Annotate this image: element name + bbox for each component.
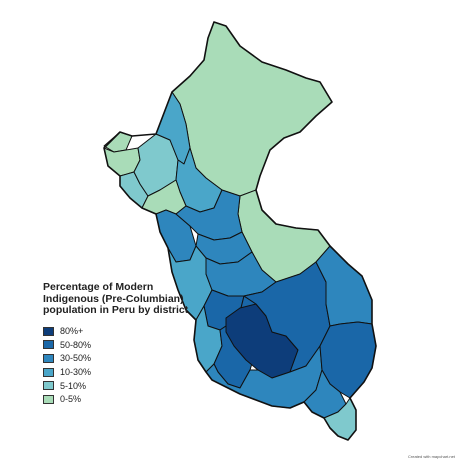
- legend-swatch: [43, 367, 54, 377]
- legend-items: 80%+ 50-80% 30-50% 10-30% 5-10% 0-5%: [43, 325, 243, 407]
- legend-label: 80%+: [60, 326, 84, 337]
- legend-label: 50-80%: [60, 339, 92, 350]
- legend-label: 0-5%: [60, 394, 82, 405]
- legend-item: 50-80%: [43, 338, 243, 352]
- legend-item: 30-50%: [43, 352, 243, 366]
- legend-label: 30-50%: [60, 353, 92, 364]
- map-legend: Percentage of Modern Indigenous (Pre-Col…: [43, 281, 243, 407]
- legend-swatch: [43, 326, 54, 336]
- legend-label: 10-30%: [60, 367, 92, 378]
- legend-item: 10-30%: [43, 365, 243, 379]
- legend-swatch: [43, 353, 54, 363]
- legend-title: Percentage of Modern Indigenous (Pre-Col…: [43, 281, 189, 316]
- legend-item: 0-5%: [43, 392, 243, 406]
- legend-label: 5-10%: [60, 380, 87, 391]
- legend-swatch: [43, 394, 54, 404]
- credit-text: Created with mapchart.net: [408, 454, 455, 459]
- legend-item: 80%+: [43, 325, 243, 339]
- country-outline: [103, 21, 377, 441]
- legend-swatch: [43, 381, 54, 391]
- legend-item: 5-10%: [43, 379, 243, 393]
- legend-swatch: [43, 340, 54, 350]
